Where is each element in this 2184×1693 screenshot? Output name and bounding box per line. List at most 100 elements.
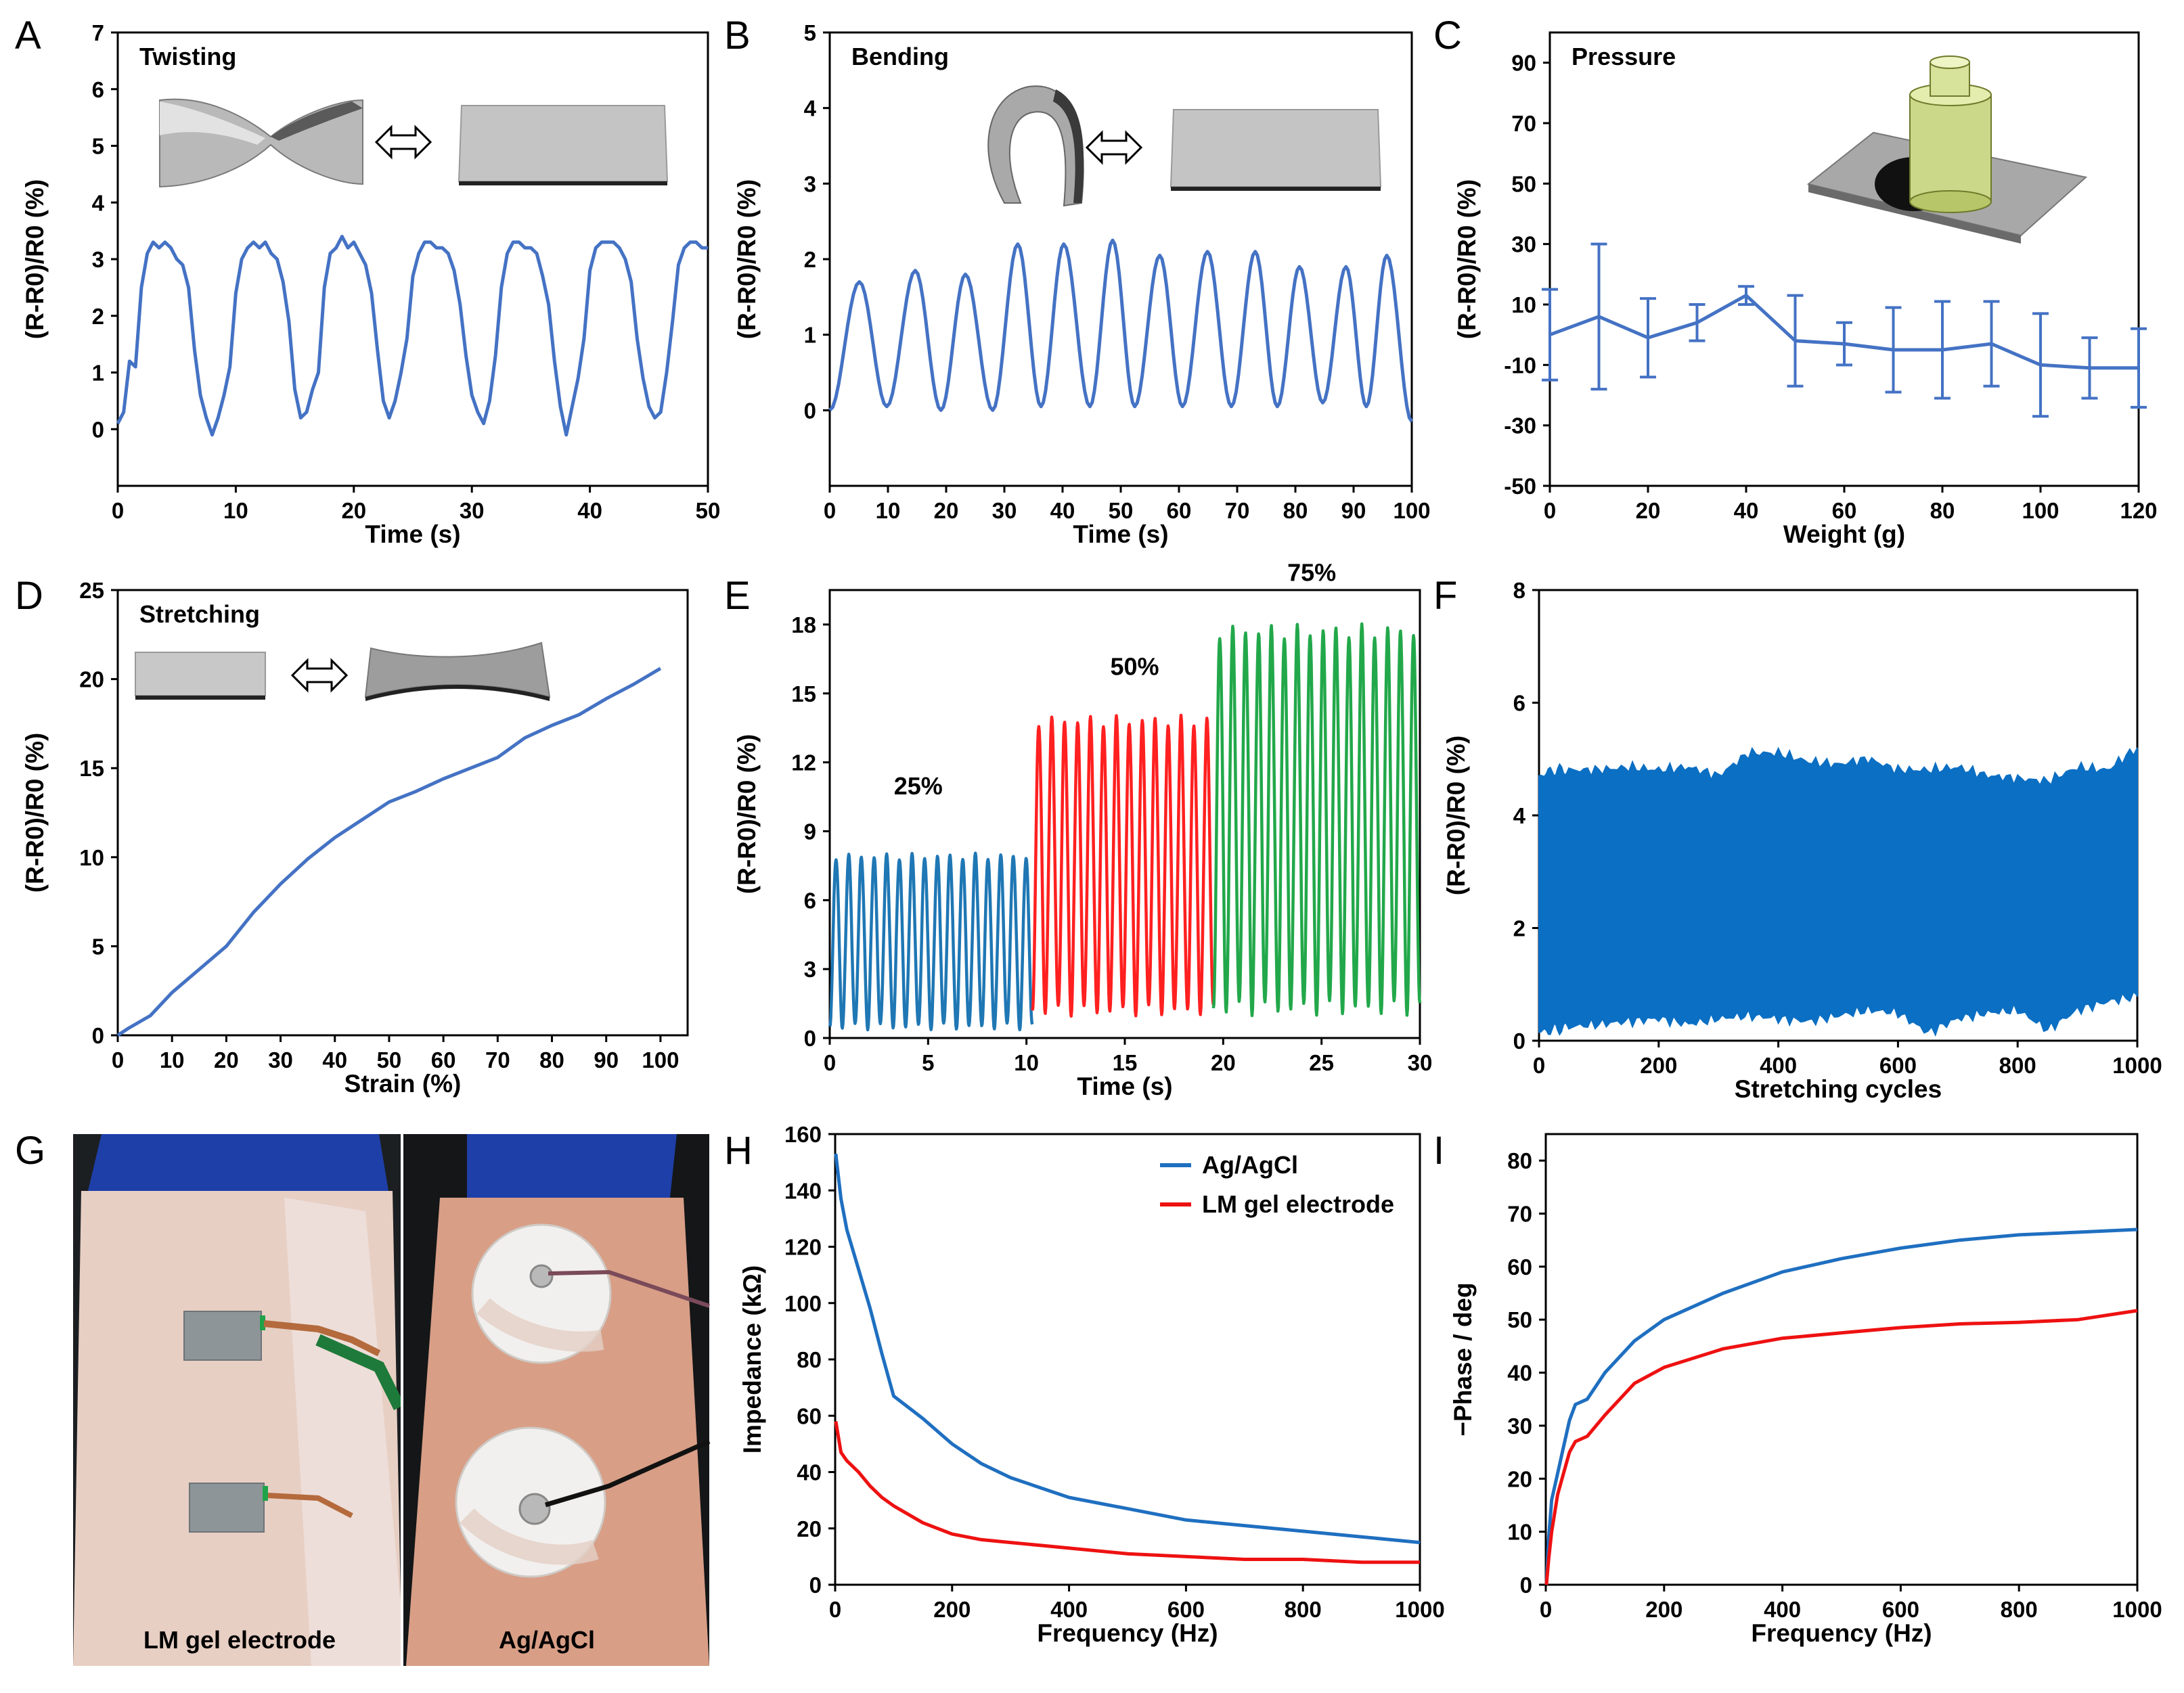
x-tick-labels: 0 10 20 30 40 50 60 70 80 90 100 xyxy=(824,486,1431,523)
panel-letter-h: H xyxy=(724,1129,753,1173)
x-tick-label: 20 xyxy=(1211,1050,1236,1075)
y-tick-label: 0 xyxy=(1513,1029,1525,1054)
x-tick-label: 30 xyxy=(460,498,485,523)
y-tick-label: 40 xyxy=(797,1460,822,1485)
x-tick-label: 30 xyxy=(1408,1050,1433,1075)
x-tick-label: 1000 xyxy=(1395,1597,1444,1622)
y-tick-label: 0 xyxy=(804,1026,816,1051)
lm-gel-electrode-bottom xyxy=(189,1483,265,1533)
y-axis-label: (R-R0)/R0 (%) xyxy=(21,733,49,893)
x-axis-label: Time (s) xyxy=(1073,520,1168,548)
y-tick-label: 50 xyxy=(1511,171,1536,196)
y-tick-label: 30 xyxy=(1507,1414,1532,1439)
y-tick-label: 10 xyxy=(1507,1520,1532,1545)
chart-pressure: 0 20 40 60 80 100 120 -50 -30 -10 10 30 50 70 90 Weight… xyxy=(1453,31,2158,548)
y-tick-label: 6 xyxy=(92,77,104,102)
x-tick-label: 40 xyxy=(322,1047,347,1073)
inset-twisted-film xyxy=(159,98,363,188)
y-tick-label: -30 xyxy=(1504,413,1536,438)
y-tick-label: 2 xyxy=(1513,916,1525,941)
y-tick-label: 0 xyxy=(1520,1573,1532,1598)
x-tick-label: 120 xyxy=(2120,498,2157,523)
inset-title: Stretching xyxy=(139,600,260,628)
x-tick-label: 100 xyxy=(2022,498,2059,523)
y-tick-label: 50 xyxy=(1507,1307,1532,1332)
y-tick-label: 10 xyxy=(1511,292,1536,317)
inset-title: Pressure xyxy=(1572,43,1676,70)
plot-frame xyxy=(1548,31,2140,487)
panel-letter-b: B xyxy=(724,14,751,58)
y-tick-label: 10 xyxy=(79,845,104,870)
x-tick-label: 200 xyxy=(1645,1597,1682,1622)
inset-stretching-before xyxy=(135,652,266,700)
y-tick-labels: -50 -30 -10 10 30 50 70 90 xyxy=(1504,51,1550,499)
series-line-pressure xyxy=(1549,294,2139,370)
y-axis-label: −Phase / deg xyxy=(1449,1282,1477,1436)
inset-double-arrow-a xyxy=(374,125,432,160)
panel-letter-g: G xyxy=(15,1129,45,1173)
chart-bending: 0 10 20 30 40 50 60 70 80 90 100 0 1 2 3 4 5 Time (s) (R-R… xyxy=(733,20,1431,548)
y-tick-label: 160 xyxy=(784,1122,822,1147)
x-tick-label: 30 xyxy=(268,1047,293,1073)
x-tick-label: 70 xyxy=(485,1047,510,1073)
x-tick-label: 80 xyxy=(539,1047,564,1073)
y-tick-label: 4 xyxy=(92,190,105,215)
legend-label: Ag/AgCl xyxy=(1202,1151,1298,1179)
panel-letter-f: F xyxy=(1433,574,1457,618)
x-tick-label: 0 xyxy=(112,1047,124,1073)
x-tick-labels: 0 5 10 15 20 25 30 xyxy=(824,1038,1433,1075)
y-tick-label: 6 xyxy=(804,888,816,913)
series-line-lm-gel xyxy=(834,1421,1420,1564)
y-tick-labels: 0 1 2 3 4 5 xyxy=(804,20,830,423)
inset-double-arrow-d xyxy=(290,658,349,693)
x-tick-label: 1000 xyxy=(2112,1053,2162,1078)
lm-gel-electrode-top xyxy=(183,1311,262,1361)
x-tick-label: 1000 xyxy=(2112,1597,2162,1622)
y-tick-label: 1 xyxy=(92,361,104,386)
y-tick-label: 90 xyxy=(1511,51,1536,76)
x-tick-labels: 0 200 400 600 800 1000 xyxy=(1540,1585,2162,1622)
x-axis-label: Weight (g) xyxy=(1783,520,1905,548)
x-tick-label: 200 xyxy=(1640,1053,1677,1078)
y-tick-labels: 0 1 2 3 4 5 6 7 xyxy=(92,20,118,442)
y-tick-label: 0 xyxy=(804,398,816,423)
inset-stretching-after xyxy=(364,641,551,701)
x-tick-label: 20 xyxy=(341,498,366,523)
x-tick-label: 80 xyxy=(1930,498,1955,523)
y-tick-label: 4 xyxy=(1513,803,1526,828)
y-axis-label: (R-R0)/R0 (%) xyxy=(1442,736,1470,895)
y-tick-label: 0 xyxy=(809,1573,822,1598)
series-line-agcl xyxy=(1544,1227,2138,1585)
x-tick-label: 40 xyxy=(577,498,602,523)
x-axis-label: Stretching cycles xyxy=(1735,1075,1942,1103)
x-tick-label: 20 xyxy=(1636,498,1661,523)
y-tick-label: 3 xyxy=(92,247,104,272)
legend-label: LM gel electrode xyxy=(1202,1190,1394,1218)
y-tick-label: 12 xyxy=(791,750,816,775)
x-tick-label: 30 xyxy=(992,498,1017,523)
y-tick-label: 18 xyxy=(791,612,816,637)
x-tick-label: 80 xyxy=(1283,498,1308,523)
series-line-strain-3 xyxy=(1211,622,1422,1018)
x-axis-label: Strain (%) xyxy=(344,1070,462,1098)
y-tick-label: 2 xyxy=(804,247,816,272)
plot-frame xyxy=(1544,1133,2139,1586)
chart-phase: 0 200 400 600 800 1000 0 10 20 30 40 50 60 70 80 Freque… xyxy=(1449,1133,2162,1647)
y-tick-label: 5 xyxy=(92,134,104,159)
x-axis-label: Frequency (Hz) xyxy=(1037,1619,1218,1647)
x-tick-label: 0 xyxy=(824,1050,836,1075)
x-tick-label: 600 xyxy=(1167,1597,1205,1622)
inset-double-arrow-b xyxy=(1085,130,1143,165)
x-tick-label: 600 xyxy=(1879,1053,1917,1078)
series-line-strain-2 xyxy=(1031,713,1216,1018)
x-tick-label: 15 xyxy=(1113,1050,1138,1075)
y-tick-label: 20 xyxy=(79,667,104,692)
x-tick-labels: 0 200 400 600 800 1000 xyxy=(1533,1041,2162,1078)
x-tick-label: 0 xyxy=(829,1597,841,1622)
x-axis-label: Frequency (Hz) xyxy=(1751,1619,1932,1647)
x-tick-label: 400 xyxy=(1050,1597,1088,1622)
x-tick-label: 40 xyxy=(1050,498,1075,523)
panel-letter-d: D xyxy=(15,574,43,618)
x-tick-label: 600 xyxy=(1882,1597,1919,1622)
